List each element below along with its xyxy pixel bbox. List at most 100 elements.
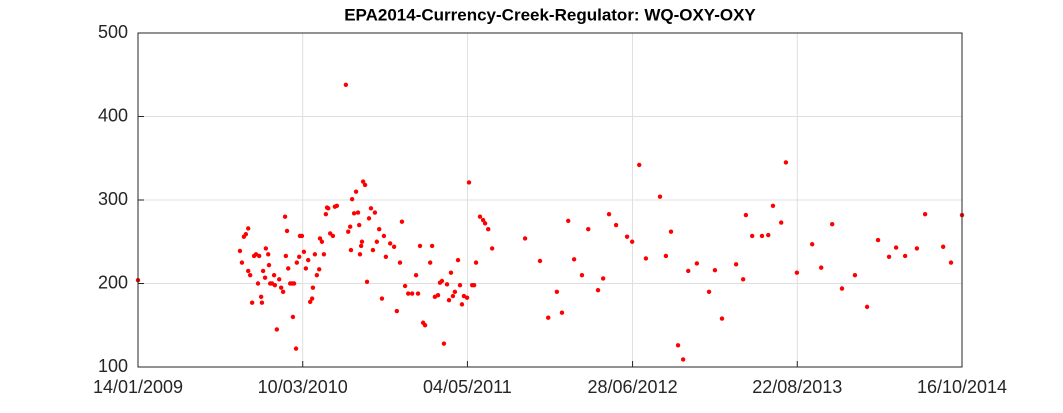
data-point (435, 292, 441, 298)
data-point (357, 252, 363, 257)
data-point (600, 276, 606, 281)
data-point (902, 253, 908, 259)
data-point (464, 295, 470, 300)
data-point (399, 219, 405, 224)
data-point (554, 289, 560, 295)
data-point (296, 254, 302, 259)
data-point (321, 252, 327, 257)
data-point (316, 267, 322, 272)
data-point (719, 316, 725, 321)
data-point (839, 286, 845, 291)
data-point (274, 327, 280, 332)
data-point (657, 194, 663, 199)
chart-title: EPA2014-Currency-Creek-Regulator: WQ-OXY… (344, 5, 756, 24)
data-point (381, 233, 387, 239)
data-point (402, 283, 408, 289)
data-point (237, 248, 243, 254)
data-point (262, 275, 268, 280)
data-point (422, 323, 428, 328)
data-point (571, 257, 577, 262)
data-point (347, 224, 353, 229)
data-point (522, 236, 528, 241)
data-point (355, 210, 361, 215)
y-tick-label: 200 (98, 272, 128, 292)
data-point (409, 291, 415, 296)
data-point (312, 252, 318, 257)
data-point (271, 272, 277, 278)
data-point (301, 249, 307, 254)
data-point (283, 253, 289, 259)
data-point (459, 302, 465, 307)
data-point (579, 272, 585, 278)
data-point (303, 266, 309, 271)
data-point (278, 285, 284, 290)
data-point (391, 244, 397, 249)
data-point (922, 211, 928, 217)
data-point (406, 291, 411, 296)
data-point (595, 287, 601, 293)
data-point (794, 270, 800, 275)
data-point (893, 245, 899, 250)
data-point (415, 291, 421, 296)
data-point (364, 279, 370, 285)
data-point (299, 233, 305, 239)
data-point (351, 211, 357, 216)
data-point (246, 268, 251, 274)
data-point (537, 258, 543, 264)
data-point (294, 260, 300, 265)
data-point (323, 211, 329, 217)
data-point (450, 293, 456, 299)
data-point (444, 282, 450, 287)
data-point (686, 268, 691, 274)
data-point (680, 357, 686, 362)
data-point (368, 206, 374, 211)
y-tick-label: 100 (98, 356, 128, 376)
data-point (486, 227, 491, 232)
data-point (637, 162, 642, 168)
data-point (629, 239, 635, 244)
data-point (255, 281, 261, 286)
x-tick-label: 10/03/2010 (258, 377, 348, 397)
y-tick-label: 300 (98, 189, 128, 209)
data-point (247, 272, 253, 278)
data-point (643, 256, 649, 261)
data-point (309, 296, 315, 301)
data-point (348, 247, 354, 253)
y-tick-label: 500 (98, 22, 128, 42)
data-point (259, 300, 265, 305)
data-point (366, 216, 372, 221)
data-point (256, 253, 262, 259)
data-point (349, 196, 355, 202)
data-point (379, 296, 385, 301)
data-point (284, 228, 290, 234)
data-point (759, 233, 765, 239)
data-point (783, 160, 789, 165)
data-point (441, 341, 447, 346)
data-point (613, 222, 619, 228)
data-point (376, 227, 382, 232)
data-point (829, 222, 835, 227)
data-point (358, 243, 364, 249)
data-point (266, 262, 272, 268)
data-point (266, 252, 271, 257)
data-point (330, 233, 336, 239)
data-point (546, 315, 551, 320)
data-point (243, 232, 249, 237)
marks-layer (135, 82, 965, 362)
data-point (439, 278, 445, 284)
data-point (733, 262, 739, 267)
y-tick-label: 400 (98, 105, 128, 125)
data-point (489, 246, 495, 251)
data-point (706, 289, 712, 295)
data-point (455, 257, 461, 263)
data-point (317, 236, 323, 241)
data-point (291, 281, 297, 286)
data-point (258, 294, 264, 300)
data-point (875, 237, 881, 243)
data-point (383, 254, 389, 259)
data-point (346, 229, 351, 234)
data-point (480, 217, 486, 223)
data-point (712, 267, 718, 273)
data-point (864, 304, 870, 310)
